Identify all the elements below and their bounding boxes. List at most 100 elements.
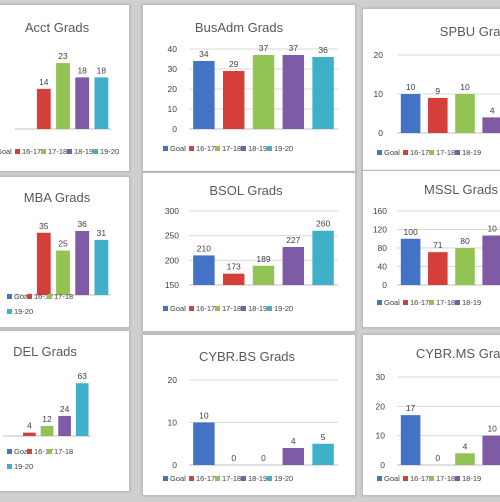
data-label: 10 bbox=[487, 224, 497, 234]
bar-16-17 bbox=[36, 232, 51, 295]
legend-label: 18-19 bbox=[74, 147, 93, 156]
chart-svg: 0 10 20 30 17 0 4 10 CYBR.MS Grads Goal 16-17 17-18… bbox=[376, 346, 500, 483]
legend-swatch bbox=[7, 449, 12, 454]
bar-18-19 bbox=[482, 435, 500, 465]
data-label: 23 bbox=[58, 51, 68, 61]
legend-label: 18-19 bbox=[248, 474, 267, 483]
chart-title: DEL Grads bbox=[13, 344, 77, 359]
y-tick-label: 0 bbox=[382, 280, 387, 290]
legend-swatch bbox=[67, 149, 72, 154]
data-label: 0 bbox=[231, 453, 236, 463]
chart-title: SPBU Grads bbox=[440, 24, 500, 39]
data-label: 17 bbox=[406, 403, 416, 413]
data-label: 173 bbox=[227, 262, 241, 272]
data-label: 5 bbox=[321, 432, 326, 442]
legend-label: 18-19 bbox=[462, 148, 481, 157]
legend-swatch bbox=[267, 146, 272, 151]
data-label: 4 bbox=[490, 105, 495, 115]
legend-swatch bbox=[455, 476, 460, 481]
data-label: 18 bbox=[97, 65, 107, 75]
bar-Goal bbox=[193, 255, 215, 285]
legend-label: 19-20 bbox=[274, 144, 293, 153]
bar-17-18 bbox=[455, 248, 475, 285]
y-tick-label: 10 bbox=[376, 431, 386, 441]
chart-panel-bsol: 150 200 250 300 210 173 189 227 260 BSOL Grads Goa… bbox=[142, 172, 356, 332]
y-tick-label: 160 bbox=[373, 206, 387, 216]
data-label: 10 bbox=[406, 82, 416, 92]
legend-swatch bbox=[93, 149, 98, 154]
bar-16-17 bbox=[222, 273, 245, 285]
y-tick-label: 20 bbox=[374, 50, 384, 60]
bar-16-17 bbox=[428, 97, 448, 133]
legend-swatch bbox=[241, 306, 246, 311]
legend-label: 16-17 bbox=[410, 298, 429, 307]
chart-svg: 0 40 80 120 160 100 71 80 10 MSSL Grads Goal 16-17 1… bbox=[373, 182, 500, 307]
legend-swatch bbox=[7, 464, 12, 469]
bar-17-18 bbox=[455, 94, 475, 133]
bar-17-18 bbox=[56, 63, 70, 129]
legend-label: 17-18 bbox=[436, 298, 455, 307]
y-tick-label: 40 bbox=[378, 262, 388, 272]
y-tick-label: 10 bbox=[168, 104, 178, 114]
data-label: 29 bbox=[229, 59, 239, 69]
legend-label: 17-18 bbox=[222, 304, 241, 313]
bar-18-19 bbox=[75, 231, 90, 295]
bar-Goal bbox=[400, 238, 421, 285]
legend-swatch bbox=[163, 146, 168, 151]
bar-19-20 bbox=[312, 230, 334, 285]
chart-panel-busadm: 0 10 20 30 40 34 29 37 37 36 BusAdm Grads Goal 16-17… bbox=[142, 4, 356, 172]
bar-18-19 bbox=[75, 77, 90, 129]
data-label: 31 bbox=[97, 228, 107, 238]
legend-label: 19-20 bbox=[274, 474, 293, 483]
chart-title: MBA Grads bbox=[24, 190, 91, 205]
bar-19-20 bbox=[94, 239, 109, 295]
legend-swatch bbox=[455, 300, 460, 305]
legend-swatch bbox=[7, 294, 12, 299]
legend-swatch bbox=[163, 476, 168, 481]
y-tick-label: 0 bbox=[378, 128, 383, 138]
data-label: 25 bbox=[58, 239, 68, 249]
legend-swatch bbox=[163, 306, 168, 311]
y-tick-label: 250 bbox=[165, 231, 179, 241]
legend-label: 19-20 bbox=[14, 307, 33, 316]
legend-label: 17-18 bbox=[54, 447, 73, 456]
y-tick-label: 0 bbox=[172, 460, 177, 470]
bar-18-19 bbox=[282, 448, 305, 465]
y-tick-label: 40 bbox=[168, 44, 178, 54]
legend-swatch bbox=[377, 476, 382, 481]
legend-swatch bbox=[455, 150, 460, 155]
bar-Goal bbox=[400, 94, 421, 133]
y-tick-label: 0 bbox=[380, 460, 385, 470]
legend-swatch bbox=[189, 306, 194, 311]
legend-label: 16-17 bbox=[410, 474, 429, 483]
legend-label: Goal bbox=[170, 144, 186, 153]
legend-swatch bbox=[429, 476, 434, 481]
bar-17-18 bbox=[455, 453, 475, 465]
chart-panel-mba: 35 25 36 31 MBA Grads Goal 16-17 17-18 19-20 bbox=[0, 176, 130, 328]
legend-label: Goal bbox=[14, 292, 30, 301]
chart-svg: 14 23 18 18 Acct Grads Goal 16-17 17-18 18-19 19-… bbox=[0, 20, 119, 156]
data-label: 35 bbox=[39, 221, 49, 231]
data-label: 24 bbox=[60, 404, 70, 414]
chart-svg: 0 10 20 30 40 34 29 37 37 36 BusAdm Grads Goal 16-17… bbox=[163, 20, 338, 153]
bar-19-20 bbox=[94, 77, 109, 129]
bar-16-17 bbox=[428, 252, 448, 285]
bar-17-18 bbox=[56, 250, 70, 295]
legend-label: 16-17 bbox=[196, 474, 215, 483]
chart-svg: 0 10 20 10 9 10 4 SPBU Grads Goal 16-17 17-18 18-19 bbox=[374, 24, 500, 157]
legend-label: Goal bbox=[384, 148, 400, 157]
legend-label: 18-19 bbox=[248, 144, 267, 153]
data-label: 36 bbox=[318, 45, 328, 55]
legend-label: 19-20 bbox=[100, 147, 119, 156]
legend-swatch bbox=[215, 476, 220, 481]
data-label: 14 bbox=[39, 77, 49, 87]
data-label: 71 bbox=[433, 240, 443, 250]
legend-label: 19-20 bbox=[14, 462, 33, 471]
y-tick-label: 20 bbox=[168, 375, 178, 385]
bar-17-18 bbox=[40, 425, 54, 436]
legend-label: 18-19 bbox=[248, 304, 267, 313]
y-tick-label: 10 bbox=[168, 418, 178, 428]
bar-Goal bbox=[193, 61, 215, 129]
legend-swatch bbox=[15, 149, 20, 154]
data-label: 10 bbox=[487, 424, 497, 434]
